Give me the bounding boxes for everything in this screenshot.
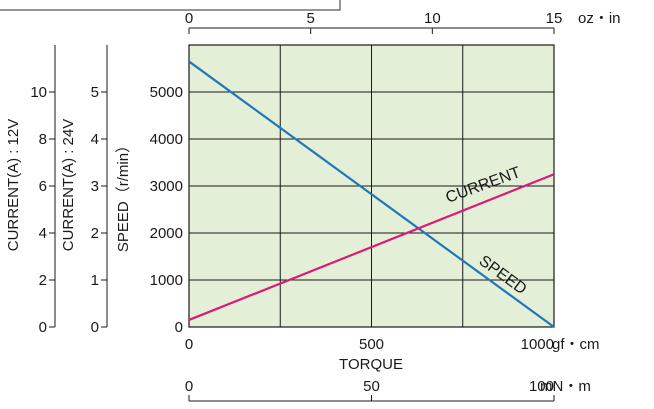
- speed-axis-tick-label: 2000: [150, 225, 183, 242]
- current-12v-axis: 0 2 4 6 8 10: [30, 84, 55, 336]
- current-12v-tick-label: 8: [39, 131, 47, 148]
- bottom-axis-tick-label: 1000: [521, 336, 554, 353]
- speed-axis-tick-label: 1000: [150, 272, 183, 289]
- current-24v-tick-label: 2: [91, 225, 99, 242]
- speed-axis: 0 1000 2000 3000 4000 5000: [150, 84, 183, 336]
- speed-axis-tick-label: 0: [175, 319, 183, 336]
- speed-axis-tick-label: 5000: [150, 84, 183, 101]
- current-12v-tick-label: 4: [39, 225, 47, 242]
- current-12v-tick-label: 10: [30, 84, 47, 101]
- current-24v-tick-label: 3: [91, 178, 99, 195]
- current-12v-tick-label: 6: [39, 178, 47, 195]
- current-12v-axis-title: CURRENT(A) : 12V: [5, 119, 22, 252]
- lower-axis: 0 50 100: [185, 378, 554, 401]
- current-24v-axis-title: CURRENT(A) : 24V: [60, 119, 77, 252]
- speed-axis-tick-label: 3000: [150, 178, 183, 195]
- bottom-axis-tick-label: 500: [359, 336, 384, 353]
- top-axis-tick-label: 15: [546, 10, 563, 27]
- x-axis-title: TORQUE: [339, 356, 403, 373]
- top-axis: 0 5 10 15: [185, 10, 563, 34]
- bottom-axis-unit: gf・cm: [552, 336, 600, 353]
- speed-axis-title: SPEED（r/min）: [115, 138, 132, 252]
- lower-axis-tick-label: 0: [185, 378, 193, 395]
- lower-axis-unit: mN・m: [540, 378, 591, 395]
- top-axis-tick-label: 5: [306, 10, 314, 27]
- bottom-axis: 0 500 1000: [185, 336, 554, 353]
- current-24v-tick-label: 1: [91, 272, 99, 289]
- current-24v-tick-label: 5: [91, 84, 99, 101]
- top-axis-tick-label: 0: [185, 10, 193, 27]
- top-left-frame: [0, 0, 340, 10]
- current-12v-tick-label: 2: [39, 272, 47, 289]
- current-12v-tick-label: 0: [39, 319, 47, 336]
- speed-axis-tick-label: 4000: [150, 131, 183, 148]
- current-24v-tick-label: 0: [91, 319, 99, 336]
- bottom-axis-tick-label: 0: [185, 336, 193, 353]
- current-24v-axis: 0 1 2 3 4 5: [91, 84, 107, 336]
- lower-axis-tick-label: 50: [363, 378, 380, 395]
- top-axis-tick-label: 10: [424, 10, 441, 27]
- current-24v-tick-label: 4: [91, 131, 99, 148]
- top-axis-unit: oz・in: [578, 10, 621, 27]
